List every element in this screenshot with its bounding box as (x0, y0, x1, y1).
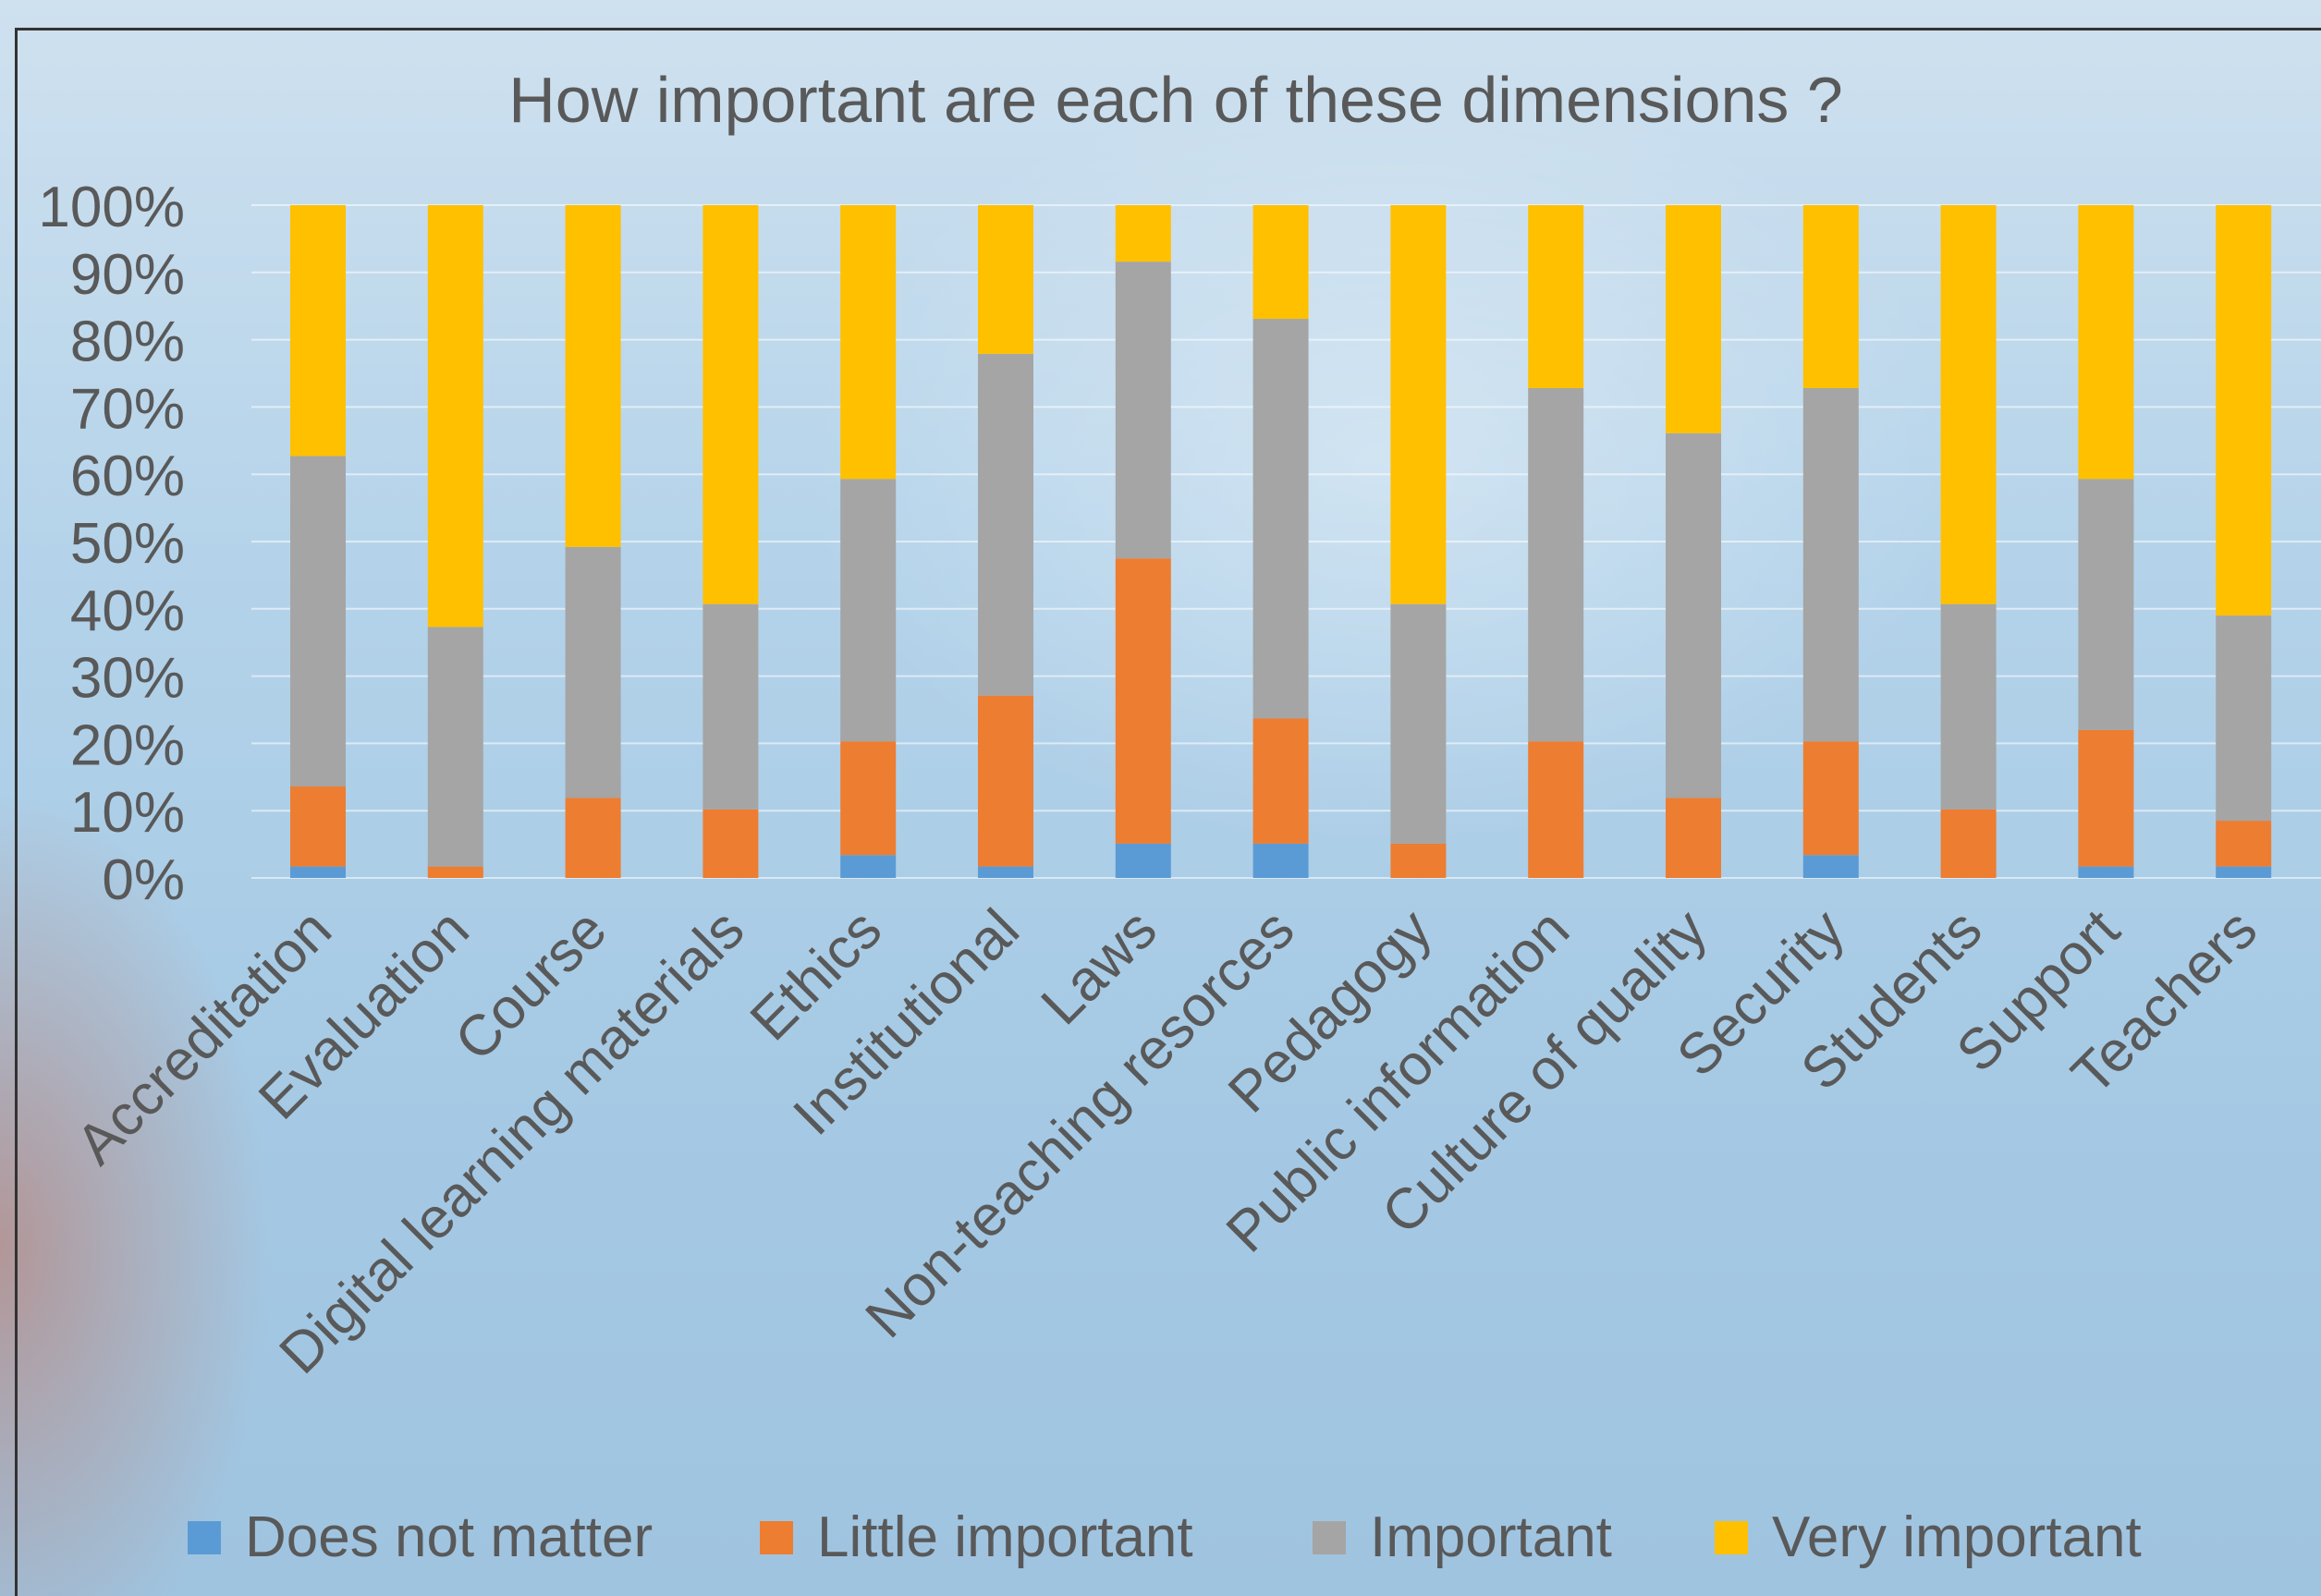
legend-swatch (1313, 1521, 1346, 1554)
legend-label: Does not matter (245, 1505, 653, 1569)
bar-segment-important (565, 546, 621, 798)
bar-segment-little-important (1666, 798, 1721, 878)
bar-segment-very-important (427, 205, 483, 627)
bar-segment-little-important (290, 786, 346, 867)
y-tick-label: 60% (70, 445, 185, 508)
bar-segment-very-important (290, 205, 346, 457)
bar-segment-important (1802, 388, 1859, 742)
bar-segment-does-not-matter (840, 855, 897, 878)
legend: Does not matter Little important Important… (188, 1505, 2142, 1569)
legend-label: Little important (817, 1505, 1193, 1569)
y-tick-label: 20% (70, 713, 185, 777)
bar-segment-very-important (2216, 205, 2272, 616)
bar-segment-important (978, 353, 1033, 696)
bar-segment-very-important (1390, 205, 1447, 604)
bar-segment-very-important (840, 205, 897, 480)
bar-segment-little-important (1252, 718, 1309, 844)
bar-segment-important (1390, 603, 1447, 844)
bar-segment-does-not-matter (1115, 843, 1171, 878)
bar-segment-little-important (1940, 809, 1997, 878)
chart-title: How important are each of these dimensio… (508, 64, 1843, 136)
bar-segment-little-important (840, 741, 897, 856)
bar-segment-important (702, 603, 759, 810)
legend-label: Very important (1772, 1505, 2142, 1569)
bar-segment-little-important (565, 798, 621, 878)
y-tick-label: 40% (70, 579, 185, 643)
bar-segment-important (427, 627, 483, 867)
bar-segment-little-important (1528, 741, 1584, 878)
y-tick-label: 90% (70, 243, 185, 307)
bar-segment-important (1252, 319, 1309, 719)
legend-label: Important (1370, 1505, 1612, 1569)
y-tick-label: 70% (70, 377, 185, 441)
bar-segment-little-important (978, 695, 1033, 867)
y-axis: 0%10%20%30%40%50%60%70%80%90%100% (38, 176, 185, 912)
legend-swatch (188, 1521, 221, 1554)
bar-segment-does-not-matter (290, 866, 346, 878)
legend-swatch (1715, 1521, 1748, 1554)
bar-segment-little-important (1390, 843, 1447, 878)
bar-segment-very-important (1802, 205, 1859, 389)
bar-segment-very-important (1115, 205, 1171, 262)
bar-segment-important (1115, 262, 1171, 559)
bar-segment-does-not-matter (978, 866, 1033, 878)
y-tick-label: 30% (70, 647, 185, 711)
bar-segment-does-not-matter (1802, 855, 1859, 878)
bar-segment-important (290, 456, 346, 786)
bar-segment-important (1666, 433, 1721, 798)
bar-segment-very-important (702, 205, 759, 604)
bar-segment-little-important (1802, 741, 1859, 856)
bar-segment-little-important (702, 809, 759, 878)
bar-segment-little-important (1115, 558, 1171, 844)
y-tick-label: 10% (70, 781, 185, 845)
bar-segment-little-important (2078, 729, 2134, 867)
bar-segment-does-not-matter (2216, 866, 2272, 878)
y-tick-label: 50% (70, 512, 185, 576)
bar-segment-important (2078, 479, 2134, 730)
bar-segment-important (2216, 615, 2272, 822)
bars (290, 205, 2272, 878)
bar-segment-very-important (1666, 205, 1721, 433)
bar-segment-does-not-matter (1252, 843, 1309, 878)
bar-segment-important (1940, 603, 1997, 810)
chart-frame (15, 28, 2321, 1596)
y-tick-label: 0% (102, 848, 185, 912)
bar-segment-very-important (978, 205, 1033, 354)
bar-segment-very-important (1252, 205, 1309, 320)
legend-swatch (760, 1521, 793, 1554)
y-tick-label: 100% (38, 176, 185, 239)
bar-segment-little-important (427, 866, 483, 878)
bar-segment-important (1528, 388, 1584, 742)
bar-segment-very-important (2078, 205, 2134, 480)
bar-segment-very-important (1940, 205, 1997, 604)
y-tick-label: 80% (70, 311, 185, 374)
bar-segment-very-important (1528, 205, 1584, 389)
bar-segment-little-important (2216, 821, 2272, 867)
bar-segment-does-not-matter (2078, 866, 2134, 878)
bar-segment-very-important (565, 205, 621, 547)
bar-segment-important (840, 479, 897, 742)
